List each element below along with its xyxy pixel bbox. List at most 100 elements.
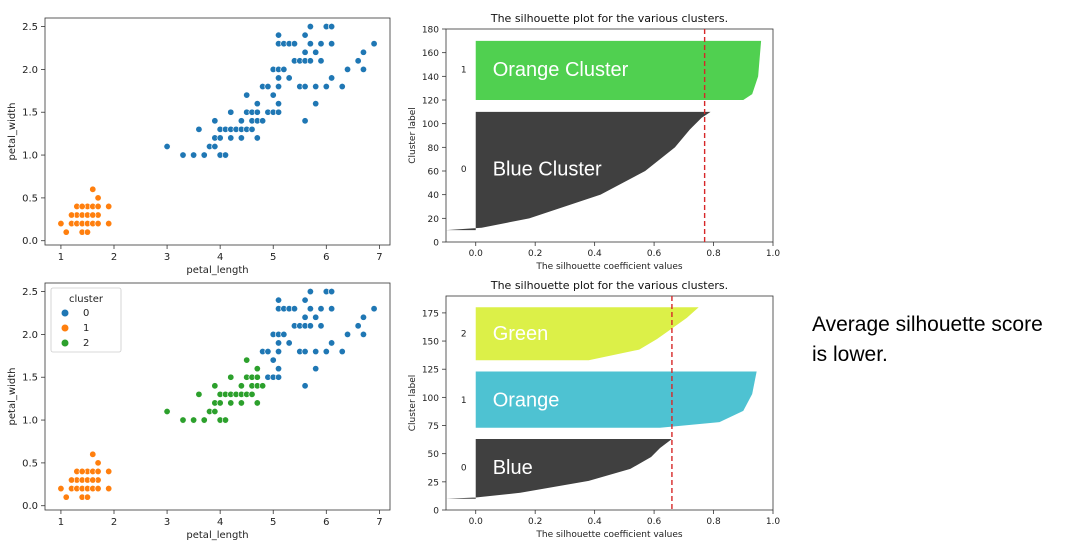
y-axis-label: Cluster label — [408, 375, 418, 432]
data-point-cluster-0 — [211, 142, 219, 150]
x-tick-label: 0.8 — [706, 249, 721, 259]
silhouette-cluster-0 — [446, 439, 672, 499]
scatter-plot-scatter_top: 1 2 3 4 5 6 7 0.0 0.5 1.0 1.5 2.0 2.5 petal_length pet… — [7, 17, 391, 276]
data-point-cluster-0 — [301, 117, 309, 125]
data-point-cluster-0 — [275, 83, 283, 91]
data-point-cluster-0 — [285, 339, 293, 347]
silhouette-plot-silhouette_bottom: The silhouette plot for the various clus… — [408, 279, 780, 540]
data-point-cluster-0 — [328, 305, 336, 313]
data-point-cluster-0 — [275, 74, 283, 82]
data-point-cluster-0 — [312, 48, 320, 56]
y-tick-label: 1.5 — [22, 108, 38, 119]
data-point-cluster-0 — [301, 296, 309, 304]
x-axis-label: The silhouette coefficient values — [535, 262, 683, 272]
x-tick-label: 0.2 — [528, 517, 542, 527]
data-point-cluster-0 — [275, 108, 283, 116]
data-point-cluster-1 — [94, 459, 102, 467]
cluster-label-2: 2 — [461, 330, 467, 340]
data-point-cluster-0 — [301, 31, 309, 39]
data-point-cluster-0 — [280, 330, 288, 338]
cluster-label-1: 1 — [461, 66, 467, 76]
cluster-name-annotation: Blue Cluster — [493, 159, 602, 181]
y-tick-label: 0 — [433, 507, 439, 517]
data-point-cluster-0 — [312, 365, 320, 373]
data-point-cluster-0 — [200, 151, 208, 159]
data-point-cluster-2 — [237, 382, 245, 390]
y-axis-label: Cluster label — [408, 107, 418, 164]
chart-title: The silhouette plot for the various clus… — [490, 12, 728, 25]
cluster-label-0: 0 — [461, 464, 467, 474]
data-point-cluster-2 — [253, 365, 261, 373]
y-tick-label: 180 — [422, 26, 439, 36]
silhouette-cluster-2 — [475, 307, 699, 361]
y-tick-label: 0 — [433, 239, 439, 249]
data-point-cluster-0 — [195, 125, 203, 133]
legend-entry-label: 2 — [83, 338, 89, 349]
data-point-cluster-0 — [301, 382, 309, 390]
y-tick-label: 100 — [422, 120, 439, 130]
x-tick-label: 0.0 — [469, 249, 484, 259]
x-tick-label: 0.0 — [469, 517, 484, 527]
data-point-cluster-1 — [89, 211, 97, 219]
data-point-cluster-0 — [328, 288, 336, 296]
data-point-cluster-0 — [322, 348, 330, 356]
x-tick-label: 1 — [58, 517, 64, 528]
x-tick-label: 6 — [323, 517, 329, 528]
y-tick-label: 2.0 — [22, 330, 38, 341]
silhouette-cluster-1 — [475, 371, 757, 428]
data-point-cluster-1 — [94, 467, 102, 475]
annotation-text: Average silhouette score is lower. — [812, 310, 1043, 370]
x-tick-label: 4 — [217, 252, 223, 263]
silhouette-cluster-1 — [475, 40, 762, 100]
data-point-cluster-2 — [200, 416, 208, 424]
y-tick-label: 0.5 — [22, 193, 38, 204]
data-point-cluster-0 — [275, 348, 283, 356]
y-tick-label: 1.0 — [22, 151, 38, 162]
data-point-cluster-0 — [269, 91, 277, 99]
data-point-cluster-0 — [317, 322, 325, 330]
data-point-cluster-0 — [344, 330, 352, 338]
data-point-cluster-0 — [264, 348, 272, 356]
data-point-cluster-0 — [306, 23, 314, 31]
data-point-cluster-1 — [89, 476, 97, 484]
data-point-cluster-0 — [312, 348, 320, 356]
data-point-cluster-0 — [211, 117, 219, 125]
x-axis-label: petal_length — [186, 530, 248, 541]
cluster-label-1: 1 — [461, 396, 467, 406]
legend-entry-label: 0 — [83, 308, 89, 319]
data-point-cluster-0 — [301, 83, 309, 91]
data-point-cluster-1 — [78, 467, 86, 475]
data-point-cluster-0 — [312, 83, 320, 91]
y-tick-label: 150 — [422, 338, 439, 348]
y-axis-label: petal_width — [7, 368, 18, 426]
data-point-cluster-1 — [89, 185, 97, 193]
data-point-cluster-2 — [221, 416, 229, 424]
x-tick-label: 1 — [58, 252, 64, 263]
cluster-name-annotation: Orange — [493, 390, 560, 412]
y-tick-label: 125 — [422, 366, 439, 376]
data-point-cluster-1 — [105, 485, 113, 493]
data-point-cluster-0 — [216, 134, 224, 142]
data-point-cluster-2 — [163, 407, 171, 415]
x-tick-label: 5 — [270, 517, 276, 528]
y-tick-label: 40 — [428, 191, 440, 201]
x-tick-label: 2 — [111, 517, 117, 528]
data-point-cluster-2 — [179, 416, 187, 424]
data-point-cluster-0 — [280, 65, 288, 73]
x-tick-label: 0.4 — [587, 517, 602, 527]
data-point-cluster-0 — [248, 125, 256, 133]
y-tick-label: 80 — [428, 144, 440, 154]
data-point-cluster-2 — [253, 399, 261, 407]
data-point-cluster-1 — [94, 194, 102, 202]
cluster-name-annotation: Orange Cluster — [493, 59, 629, 81]
data-point-cluster-1 — [68, 211, 76, 219]
data-point-cluster-0 — [359, 65, 367, 73]
data-point-cluster-0 — [253, 134, 261, 142]
data-point-cluster-0 — [259, 117, 267, 125]
data-point-cluster-1 — [62, 228, 70, 236]
data-point-cluster-0 — [227, 108, 235, 116]
data-point-cluster-0 — [306, 288, 314, 296]
x-axis-label: petal_length — [186, 265, 248, 276]
data-point-cluster-0 — [163, 142, 171, 150]
silhouette-plot-silhouette_top: The silhouette plot for the various clus… — [408, 12, 780, 272]
